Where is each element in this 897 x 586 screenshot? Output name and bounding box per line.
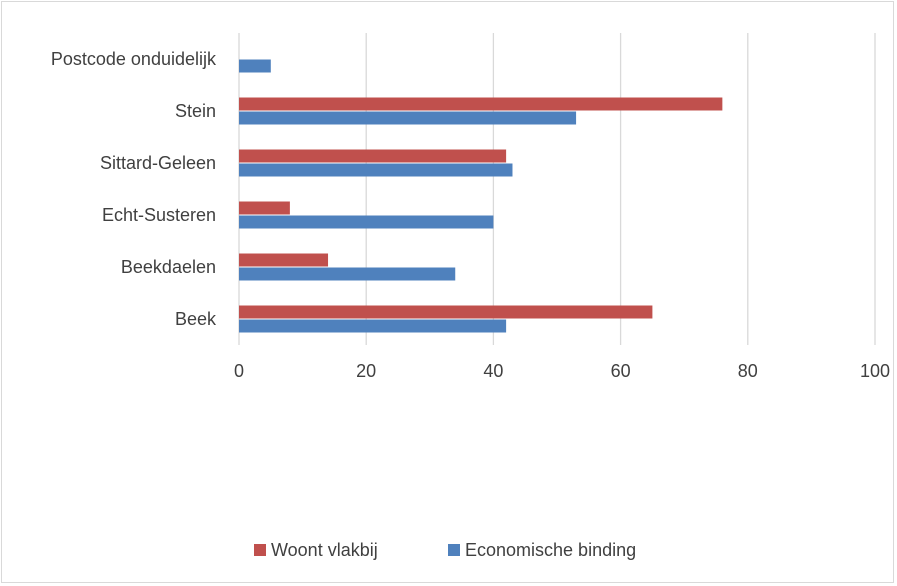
bar-woont-vlakbij-3 [239,201,290,215]
bar-economische-binding-4 [239,267,456,281]
legend-label-economische-binding: Economische binding [465,540,636,560]
category-label: Postcode onduidelijk [51,49,217,69]
category-label: Echt-Susteren [102,205,216,225]
bar-economische-binding-1 [239,111,577,125]
category-label: Beek [175,309,217,329]
bar-woont-vlakbij-1 [239,97,723,111]
bar-woont-vlakbij-2 [239,149,507,163]
bar-economische-binding-0 [239,59,271,73]
legend: Woont vlakbij Economische binding [254,540,636,560]
legend-label-woont-vlakbij: Woont vlakbij [271,540,378,560]
category-label: Sittard-Geleen [100,153,216,173]
x-tick-label: 40 [483,361,503,381]
x-tick-label: 60 [611,361,631,381]
bar-woont-vlakbij-4 [239,253,329,267]
bar-woont-vlakbij-5 [239,305,653,319]
x-tick-label: 80 [738,361,758,381]
legend-swatch-woont-vlakbij [254,544,266,556]
grid-lines [238,33,876,345]
category-label: Beekdaelen [121,257,216,277]
category-label: Stein [175,101,216,121]
legend-swatch-economische-binding [448,544,460,556]
bars [239,59,723,333]
x-tick-label: 0 [234,361,244,381]
x-tick-label: 20 [356,361,376,381]
x-tick-labels: 0 20 40 60 80 100 [234,361,890,381]
x-tick-label: 100 [860,361,890,381]
category-labels: Postcode onduidelijk Stein Sittard-Geleen E… [51,49,217,329]
bar-economische-binding-5 [239,319,507,333]
bar-economische-binding-2 [239,163,513,177]
bar-economische-binding-3 [239,215,494,229]
